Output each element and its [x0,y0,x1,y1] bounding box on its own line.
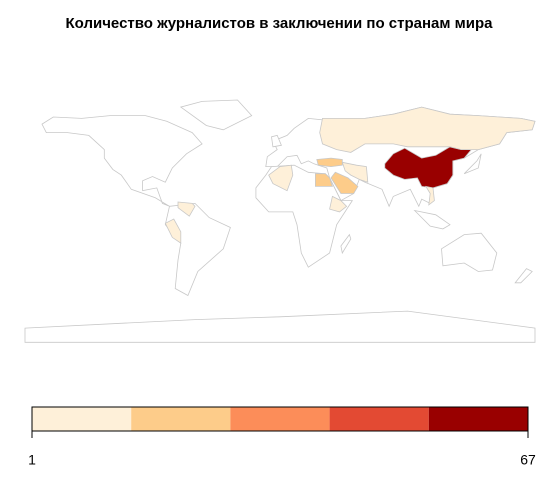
legend-tick-label: 1 [28,452,36,468]
region [177,201,196,217]
region [329,195,348,213]
region [164,218,182,244]
legend-tick-label: 67 [520,452,536,468]
region [319,106,536,153]
legend-swatch [329,407,429,431]
region [330,171,359,194]
legend-frame [31,406,529,432]
land-mass [413,209,451,230]
region [315,173,333,187]
land-mass [24,310,536,343]
legend-swatch [230,407,330,431]
legend-swatch [32,407,132,431]
legend: 1 67 [28,406,536,468]
region [425,185,435,206]
land-mass [340,233,352,255]
region [268,164,294,192]
land-mass [164,202,231,297]
region [384,146,473,189]
legend-swatch [428,407,528,431]
regions [164,106,536,244]
land-mass [514,268,533,284]
land-mass [441,232,498,272]
map-title: Количество журналистов в заключении по с… [66,15,494,32]
land-mass [271,134,282,148]
region [316,157,343,168]
land-mass [179,99,253,131]
legend-swatch [131,407,231,431]
land-mass [463,153,482,175]
region [341,161,369,183]
land-mass [41,115,203,207]
